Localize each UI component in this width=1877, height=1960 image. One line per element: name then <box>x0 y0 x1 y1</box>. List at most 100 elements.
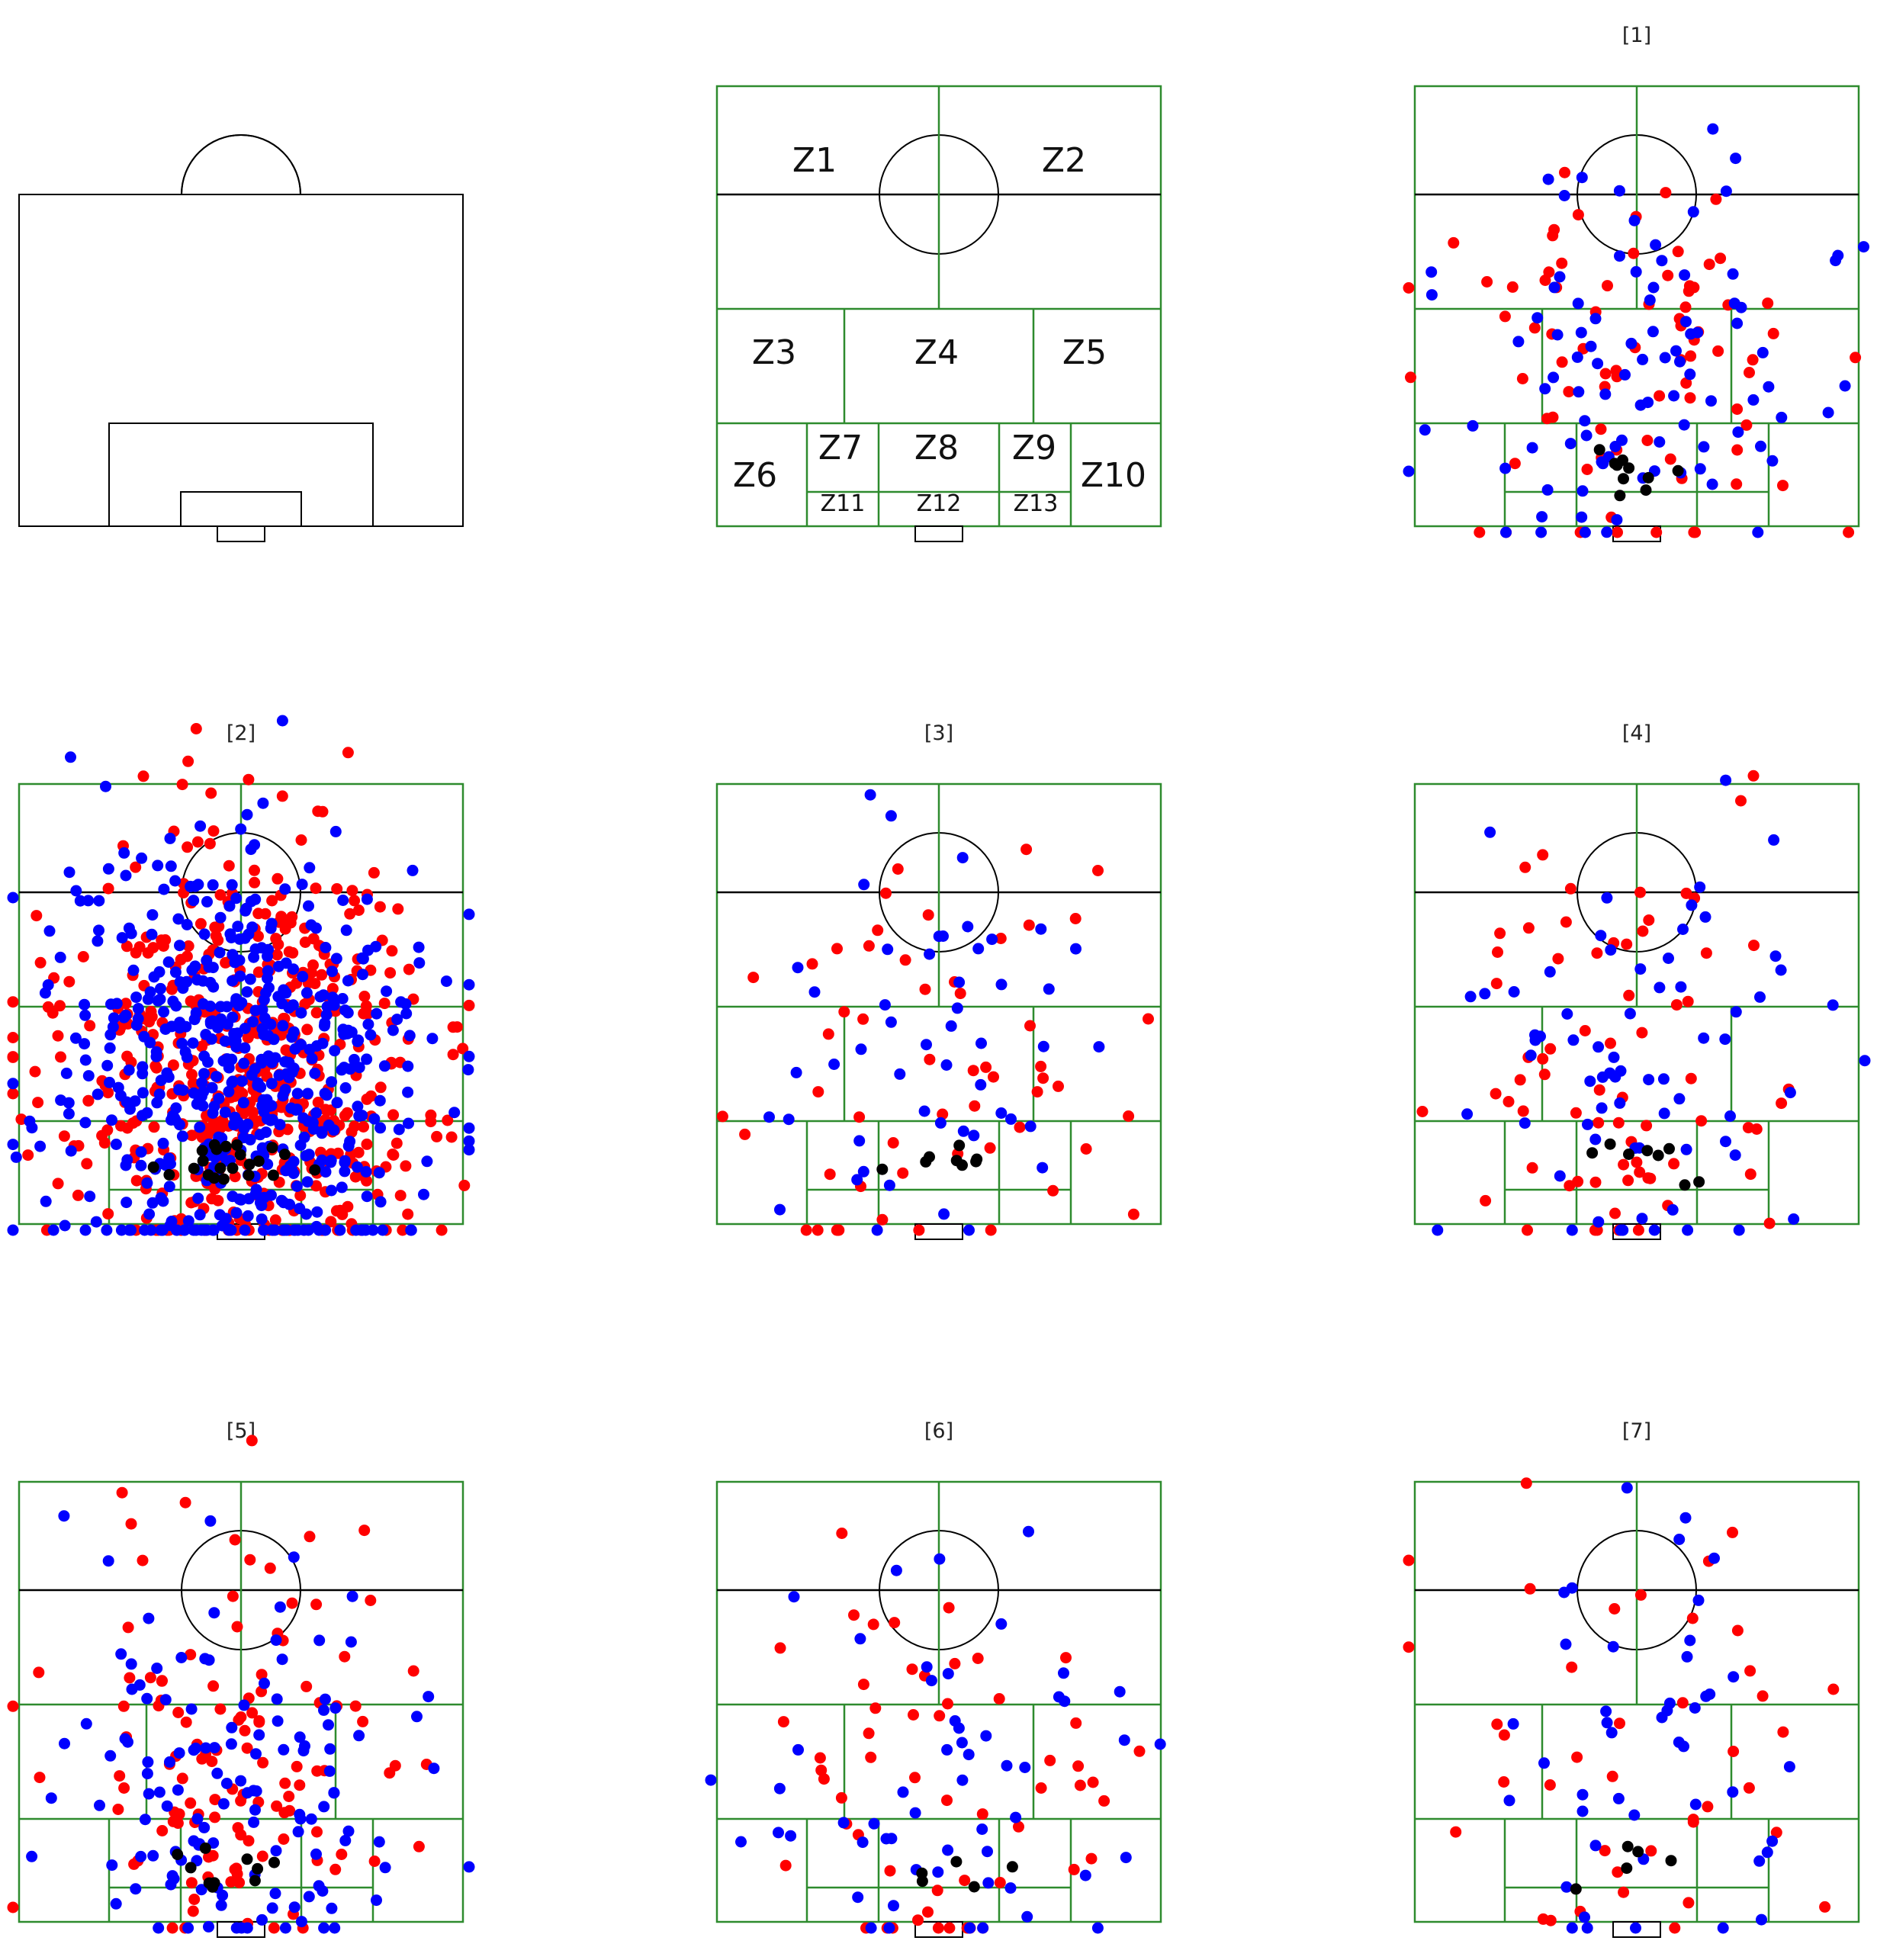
red-point <box>264 1562 276 1574</box>
red-point <box>1628 247 1640 259</box>
red-point <box>1503 1096 1515 1107</box>
blue-point <box>1576 511 1588 523</box>
black-point <box>1641 1145 1654 1157</box>
blue-point <box>857 1165 869 1178</box>
red-point <box>1498 1729 1510 1741</box>
blue-point <box>1601 1717 1613 1729</box>
red-point <box>457 1043 469 1055</box>
black-point <box>876 1163 889 1175</box>
blue-point <box>106 1859 118 1872</box>
blue-point <box>374 1094 386 1107</box>
red-point <box>1538 1068 1551 1081</box>
blue-point <box>986 933 998 946</box>
blue-point <box>258 994 270 1006</box>
blue-point <box>1599 388 1612 400</box>
blue-point <box>275 1194 288 1207</box>
blue-point <box>192 1192 204 1204</box>
blue-point <box>391 1014 403 1026</box>
red-point <box>278 1807 291 1819</box>
red-point <box>1494 927 1506 940</box>
blue-point <box>316 1154 328 1166</box>
blue-point <box>373 1836 385 1848</box>
blue-point <box>360 1165 372 1178</box>
blue-point <box>1766 455 1779 467</box>
blue-point <box>1832 249 1844 262</box>
blue-point <box>342 1007 354 1019</box>
blue-point <box>1093 1041 1105 1053</box>
blue-point <box>918 1105 930 1117</box>
blue-point <box>1605 944 1617 956</box>
red-point <box>1087 1776 1099 1788</box>
blue-point <box>1733 1224 1745 1236</box>
blue-point <box>361 1190 373 1203</box>
red-point <box>116 1486 128 1499</box>
blue-point <box>175 1652 188 1663</box>
blue-point <box>1708 1552 1720 1564</box>
red-point <box>114 1770 126 1782</box>
blue-point <box>378 1060 391 1072</box>
blue-point <box>957 1125 969 1137</box>
blue-point <box>1769 950 1782 962</box>
blue-point <box>136 852 148 864</box>
blue-point <box>1679 1512 1692 1524</box>
blue-point <box>1699 911 1711 923</box>
red-point <box>913 1224 925 1236</box>
blue-point <box>281 1224 293 1236</box>
blue-point <box>155 982 166 994</box>
blue-point <box>1544 966 1556 978</box>
red-point <box>1621 938 1633 950</box>
blue-point <box>7 892 19 904</box>
zone-label-z13: Z13 <box>1014 490 1059 517</box>
blue-point <box>1558 1586 1570 1599</box>
red-point <box>1403 1641 1415 1653</box>
red-point <box>125 1518 137 1530</box>
red-point <box>1740 419 1753 431</box>
blue-point <box>211 1767 223 1779</box>
blue-point <box>1589 1840 1602 1852</box>
red-point <box>1537 1052 1549 1065</box>
blue-point <box>188 895 200 907</box>
blue-point <box>1658 1107 1670 1120</box>
black-point <box>241 1853 253 1865</box>
red-point <box>294 1779 306 1791</box>
black-point <box>249 1875 261 1887</box>
blue-point <box>858 879 870 891</box>
black-point <box>185 1862 197 1874</box>
blue-point <box>1499 462 1512 474</box>
blue-point <box>250 1748 262 1760</box>
blue-point <box>262 1158 274 1171</box>
red-point <box>231 1621 243 1633</box>
red-point <box>1641 435 1654 446</box>
blue-point <box>158 1006 170 1018</box>
blue-point <box>1058 1667 1069 1679</box>
blue-point <box>1643 1074 1655 1086</box>
blue-point <box>188 1224 200 1236</box>
red-point <box>1599 1845 1611 1857</box>
blue-point <box>1619 368 1631 381</box>
blue-point <box>400 1007 413 1020</box>
red-point <box>924 1053 936 1065</box>
red-point <box>310 1599 323 1611</box>
blue-point <box>995 1618 1008 1630</box>
red-point <box>1679 301 1692 313</box>
red-point <box>365 1090 377 1102</box>
black-point <box>1623 462 1635 474</box>
red-point <box>1668 1158 1680 1170</box>
red-point <box>394 1190 407 1202</box>
blue-point <box>1601 892 1613 904</box>
red-point <box>156 934 168 946</box>
red-point <box>1528 322 1541 334</box>
blue-point <box>407 864 419 876</box>
red-point <box>7 1700 19 1712</box>
blue-point <box>143 1612 155 1624</box>
blue-point <box>225 932 237 943</box>
blue-point <box>304 862 316 874</box>
blue-point <box>890 1564 902 1576</box>
black-point <box>1632 1846 1644 1858</box>
red-point <box>117 1700 130 1712</box>
blue-point <box>1507 1717 1519 1730</box>
black-point <box>1614 490 1626 502</box>
blue-point <box>326 1184 337 1197</box>
blue-point <box>352 1036 364 1048</box>
red-point <box>912 1914 924 1926</box>
